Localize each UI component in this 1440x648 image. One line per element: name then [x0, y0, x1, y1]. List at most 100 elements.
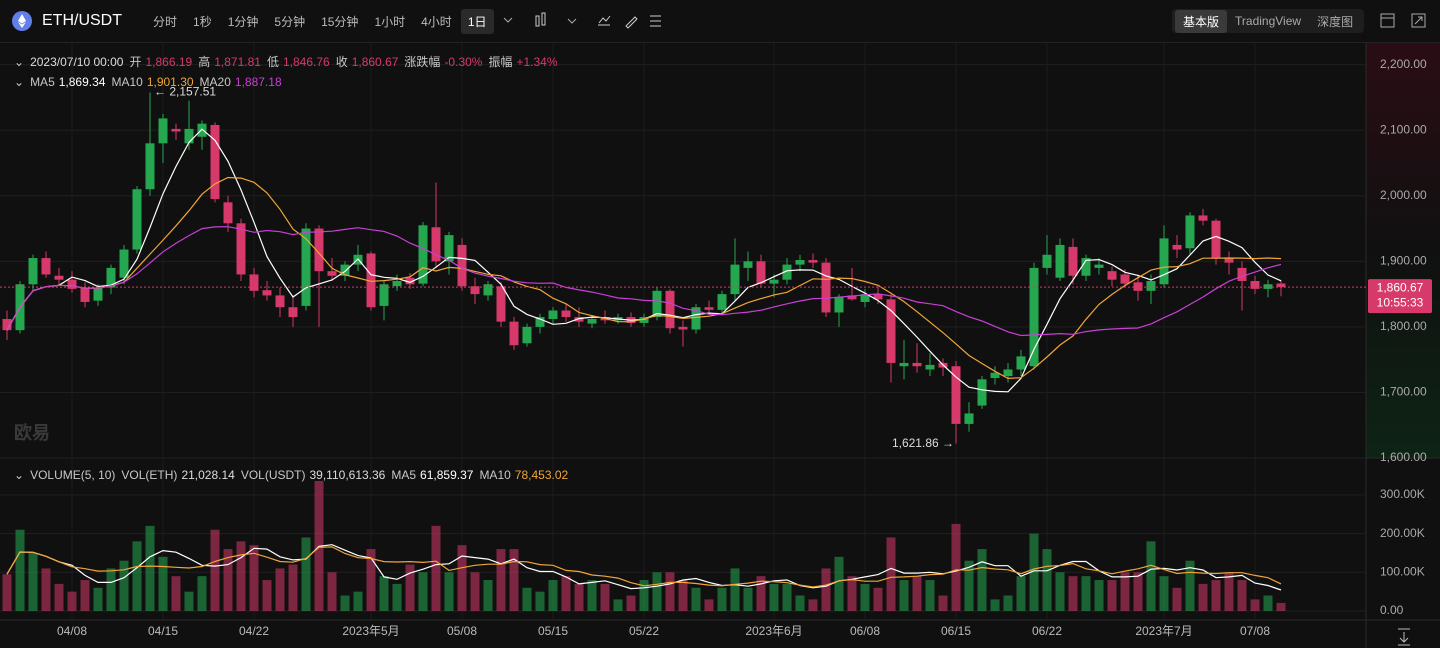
volume-bar — [418, 572, 428, 611]
vol-ma-value: 78,453.02 — [514, 468, 569, 482]
volume-bar — [1224, 572, 1234, 611]
ohlc-legend: ⌄ 2023/07/10 00:00 开 1,866.19 高 1,871.81 低 1,84… — [14, 53, 564, 70]
interval[interactable]: 1小时 — [374, 14, 406, 29]
candle-body — [587, 319, 597, 324]
volume-bar — [990, 599, 1000, 611]
toolbar: ETH/USDT 分时 1秒 1分钟 5分钟 15分钟 1小时 4小时 1日 基本版 Tradi… — [0, 0, 1440, 43]
volume-bar — [1146, 541, 1156, 611]
candle-body — [2, 319, 12, 331]
view-tab[interactable]: 深度图 — [1317, 14, 1354, 29]
y-tick-label: 2,000.00 — [1380, 188, 1427, 202]
volume-bar — [925, 580, 935, 611]
info-label: 高 — [198, 55, 211, 69]
volume-bar — [1198, 583, 1208, 611]
ma-value: 1,887.18 — [234, 75, 282, 89]
candle-body — [769, 279, 779, 284]
vol-ma-name: MA10 — [479, 468, 511, 482]
candle-body — [678, 326, 688, 330]
x-tick-label: 04/22 — [239, 624, 269, 638]
x-tick-label: 05/08 — [447, 624, 477, 638]
volume-bar — [132, 541, 142, 611]
candle-body — [301, 228, 311, 306]
candle-body — [1016, 356, 1026, 370]
volume-bar — [1081, 576, 1091, 611]
volume-bar — [275, 568, 285, 611]
candle-body — [1094, 264, 1104, 268]
x-tick-label: 04/08 — [57, 624, 87, 638]
volume-ma-line — [6, 546, 1282, 588]
candle-body — [1029, 267, 1039, 367]
volume-bar — [236, 541, 246, 611]
ma-value: 1,901.30 — [146, 75, 194, 89]
countdown: 10:55:33 — [1377, 295, 1424, 309]
caret-icon[interactable]: ⌄ — [14, 468, 25, 482]
volume-bar — [652, 572, 662, 611]
candle-body — [990, 372, 1000, 379]
info-label: 开 — [129, 55, 142, 69]
volume-bar — [600, 583, 610, 611]
candle-body — [509, 321, 519, 346]
volume-title: VOLUME(5, 10) — [30, 468, 116, 482]
candle-body — [262, 290, 272, 296]
x-tick-label: 07/08 — [1240, 624, 1270, 638]
candle-body — [847, 295, 857, 300]
volume-bar — [54, 583, 64, 611]
symbol[interactable]: ETH/USDT — [42, 12, 122, 29]
interval[interactable]: 15分钟 — [321, 14, 359, 29]
volume-bar — [561, 576, 571, 611]
candle-body — [522, 326, 532, 344]
volume-bar — [899, 580, 909, 611]
caret-icon[interactable]: ⌄ — [14, 55, 25, 69]
volume-bar — [665, 572, 675, 611]
interval[interactable]: 1分钟 — [227, 14, 259, 29]
interval[interactable]: 5分钟 — [274, 14, 306, 29]
volume-bar — [405, 564, 415, 611]
view-tab[interactable]: 基本版 — [1175, 9, 1228, 33]
candle-body — [834, 297, 844, 313]
volume-bar — [119, 560, 129, 611]
candle-body — [782, 264, 792, 280]
volume-bar — [613, 599, 623, 611]
volume-bar — [964, 560, 974, 611]
interval[interactable]: 4小时 — [421, 14, 452, 29]
chart: 欧易 1,600.00 1,700.00 1,800.00 1,900.00 2,000… — [0, 43, 1440, 648]
volume-bar — [1250, 599, 1260, 611]
volume-bar — [938, 595, 948, 611]
candle-body — [665, 290, 675, 329]
volume-bar — [977, 549, 987, 611]
candle-body — [1133, 282, 1143, 291]
candle-body — [639, 317, 649, 323]
info-label: 涨跌幅 — [404, 55, 441, 69]
candle-body — [1068, 246, 1078, 276]
candle-body — [1276, 283, 1286, 288]
view-tab[interactable]: TradingView — [1235, 14, 1302, 28]
ma-line — [6, 226, 1282, 337]
candle-body — [925, 364, 935, 370]
x-tick-label: 05/15 — [538, 624, 568, 638]
candle-body — [223, 202, 233, 224]
volume-bar — [821, 568, 831, 611]
candle-body — [158, 118, 168, 144]
caret-icon[interactable]: ⌄ — [14, 75, 25, 89]
vol-label: VOL(ETH) — [121, 468, 178, 482]
scale-icon[interactable] — [1398, 628, 1410, 646]
ma-name: MA5 — [30, 75, 55, 89]
interval[interactable]: 1秒 — [193, 14, 212, 29]
candle-body — [327, 271, 337, 276]
volume-bar — [548, 580, 558, 611]
candle-body — [41, 258, 51, 275]
volume-bar — [67, 591, 77, 611]
volume-bar — [1003, 595, 1013, 611]
ma-name: MA20 — [199, 75, 231, 89]
interval[interactable]: 分时 — [153, 14, 178, 29]
candle-body — [418, 225, 428, 284]
x-tick-label: 06/15 — [941, 624, 971, 638]
ma-name: MA10 — [111, 75, 143, 89]
info-value: +1.34% — [516, 55, 558, 69]
candle-body — [1107, 271, 1117, 280]
info-label: 低 — [266, 55, 279, 69]
interval[interactable]: 1日 — [460, 8, 494, 34]
volume-bar — [1029, 533, 1039, 611]
candle-body — [431, 227, 441, 262]
candle-body — [171, 128, 181, 132]
